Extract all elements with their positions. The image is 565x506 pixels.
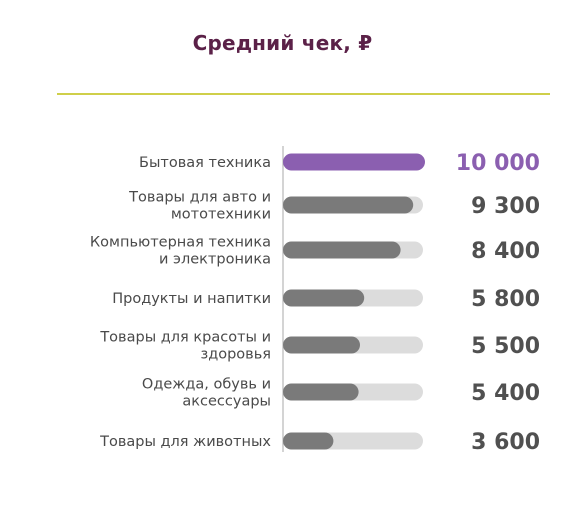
category-label: Компьютерная техника: [90, 235, 271, 251]
value-label: 9 300: [471, 194, 540, 219]
value-label: 3 600: [471, 430, 540, 455]
bar: [283, 432, 334, 450]
bar: [283, 383, 359, 401]
category-label: Бытовая техника: [139, 155, 271, 171]
category-label: и электроника: [159, 252, 271, 268]
category-label: здоровья: [201, 347, 272, 363]
bar: [283, 336, 360, 354]
title-divider: [57, 93, 550, 95]
category-label: Товары для красоты и: [99, 330, 271, 346]
bar-row: Продукты и напитки 5 800: [112, 287, 540, 312]
category-label: аксессуары: [182, 394, 271, 410]
bar-rows: Бытовая техника 10 000 Товары для авто имо…: [90, 151, 540, 455]
value-label: 5 400: [471, 381, 540, 406]
bar: [283, 196, 414, 214]
category-label: Одежда, обувь и: [142, 377, 271, 393]
value-label: 5 800: [471, 287, 540, 312]
bar-row: Товары для животных 3 600: [99, 430, 540, 455]
bar: [283, 289, 365, 307]
value-label: 10 000: [456, 151, 540, 176]
bar-row: Бытовая техника 10 000: [139, 151, 540, 176]
category-label: Товары для авто и: [128, 190, 271, 206]
category-label: Товары для животных: [99, 434, 271, 450]
category-label: мототехники: [171, 207, 271, 223]
value-label: 5 500: [471, 334, 540, 359]
bar: [283, 241, 401, 259]
bar: [283, 153, 425, 171]
value-label: 8 400: [471, 239, 540, 264]
chart-title: Средний чек, ₽: [192, 31, 373, 55]
category-label: Продукты и напитки: [112, 291, 271, 307]
